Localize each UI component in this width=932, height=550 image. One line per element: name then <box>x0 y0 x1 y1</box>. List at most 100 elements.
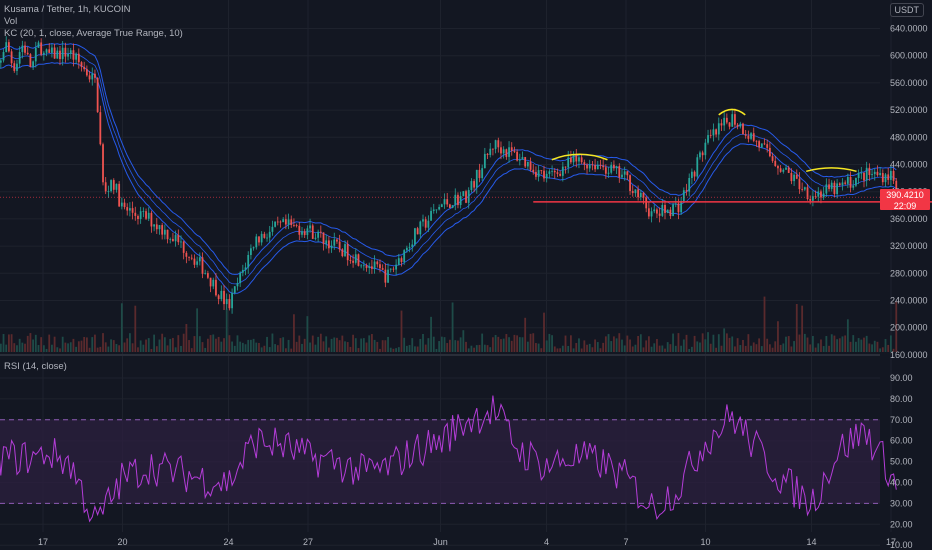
candle-body <box>371 266 373 269</box>
rsi-axis[interactable]: 90.00 80.00 70.00 60.00 50.00 40.00 30.00 20.00… <box>890 373 913 550</box>
candle-body <box>389 268 392 270</box>
candle-body <box>594 165 596 170</box>
volume-bar <box>580 348 583 352</box>
currency-badge[interactable]: USDT <box>889 3 924 17</box>
volume-bar <box>142 344 145 352</box>
volume-bar <box>204 347 207 352</box>
volume-bar <box>626 335 629 352</box>
rsi-tick-label: 40.00 <box>890 478 913 488</box>
volume-bar <box>371 334 373 352</box>
candle-body <box>572 154 575 163</box>
candle-body <box>758 141 761 148</box>
volume-bar <box>884 339 887 352</box>
volume-bar <box>403 337 406 352</box>
volume-bar <box>276 345 279 352</box>
candle-body <box>336 239 338 242</box>
candle-body <box>239 272 242 284</box>
symbol-legend[interactable]: Kusama / Tether, 1h, KUCOIN <box>4 4 131 15</box>
volume-bar <box>742 339 744 352</box>
volume-bar <box>416 346 419 352</box>
volume-bar <box>21 342 24 352</box>
candle-body <box>16 63 18 71</box>
candle-body <box>185 252 188 257</box>
candle-body <box>470 181 473 191</box>
volume-bar <box>502 338 505 352</box>
candle-body <box>276 221 279 223</box>
candle-body <box>344 244 346 257</box>
volume-legend[interactable]: Vol <box>4 16 18 27</box>
volume-bar <box>569 335 572 352</box>
candle-body <box>656 209 658 214</box>
keltner-legend[interactable]: KC (20, 1, close, Average True Range, 10… <box>4 28 183 39</box>
time-axis[interactable]: 17202427Jun471014172124 <box>38 537 932 547</box>
volume-bar <box>707 332 709 352</box>
volume-bar <box>188 340 190 352</box>
candle-body <box>806 187 809 200</box>
volume-bar <box>118 345 121 352</box>
volume-bar <box>739 345 742 352</box>
candle-body <box>161 225 164 235</box>
volume-bar <box>803 333 806 352</box>
volume-bar <box>357 348 360 352</box>
volume-bar <box>268 347 271 352</box>
volume-bar <box>685 334 688 352</box>
candle-body <box>150 212 153 227</box>
candle-body <box>10 51 13 64</box>
volume-bar <box>279 338 282 352</box>
candle-body <box>8 42 10 52</box>
pattern-arc <box>551 153 608 161</box>
candle-body <box>508 147 510 157</box>
last-price-tag: 390.4210 22:09 <box>880 189 930 211</box>
candle-body <box>664 204 666 213</box>
candle-body <box>838 183 841 186</box>
candle-body <box>408 246 411 248</box>
candle-body <box>774 160 777 166</box>
volume-bar <box>645 340 648 352</box>
candle-body <box>731 114 734 127</box>
candle-body <box>451 205 454 208</box>
volume-bar <box>18 338 21 352</box>
volume-bar <box>588 343 591 352</box>
candle-body <box>322 232 325 244</box>
candle-body <box>586 164 588 169</box>
volume-bar <box>489 347 492 352</box>
candle-body <box>155 224 158 230</box>
candle-body <box>271 226 274 232</box>
rsi-legend[interactable]: RSI (14, close) <box>4 361 67 372</box>
candle-body <box>634 189 637 194</box>
candle-body <box>67 53 69 57</box>
candle-body <box>153 224 156 227</box>
price-tick-label: 240.0000 <box>890 296 928 306</box>
candle-body <box>677 203 680 213</box>
volume-bar <box>56 347 59 352</box>
volume-bar <box>48 334 51 352</box>
volume-bar <box>341 335 344 352</box>
volume-bars <box>0 296 898 352</box>
candle-body <box>120 202 123 207</box>
price-tick-label: 520.0000 <box>890 105 928 115</box>
volume-bar <box>405 345 408 352</box>
volume-bar <box>771 347 774 352</box>
candle-body <box>448 204 451 208</box>
candle-body <box>672 204 674 217</box>
volume-bar <box>190 348 193 352</box>
candle-body <box>777 165 779 169</box>
volume-bar <box>91 337 94 352</box>
volume-bar <box>293 314 295 352</box>
candle-body <box>742 123 744 135</box>
volume-bar <box>521 337 524 352</box>
candle-body <box>537 170 540 177</box>
candle-body <box>279 221 282 223</box>
volume-bar <box>228 335 231 352</box>
candle-body <box>231 292 233 309</box>
candle-body <box>623 171 626 175</box>
candle-body <box>438 207 441 210</box>
volume-bar <box>263 345 266 352</box>
volume-bar <box>311 335 314 352</box>
volume-bar <box>537 343 540 352</box>
volume-bar <box>166 345 169 352</box>
volume-bar <box>446 343 449 352</box>
volume-bar <box>725 333 728 352</box>
volume-bar <box>163 337 166 352</box>
